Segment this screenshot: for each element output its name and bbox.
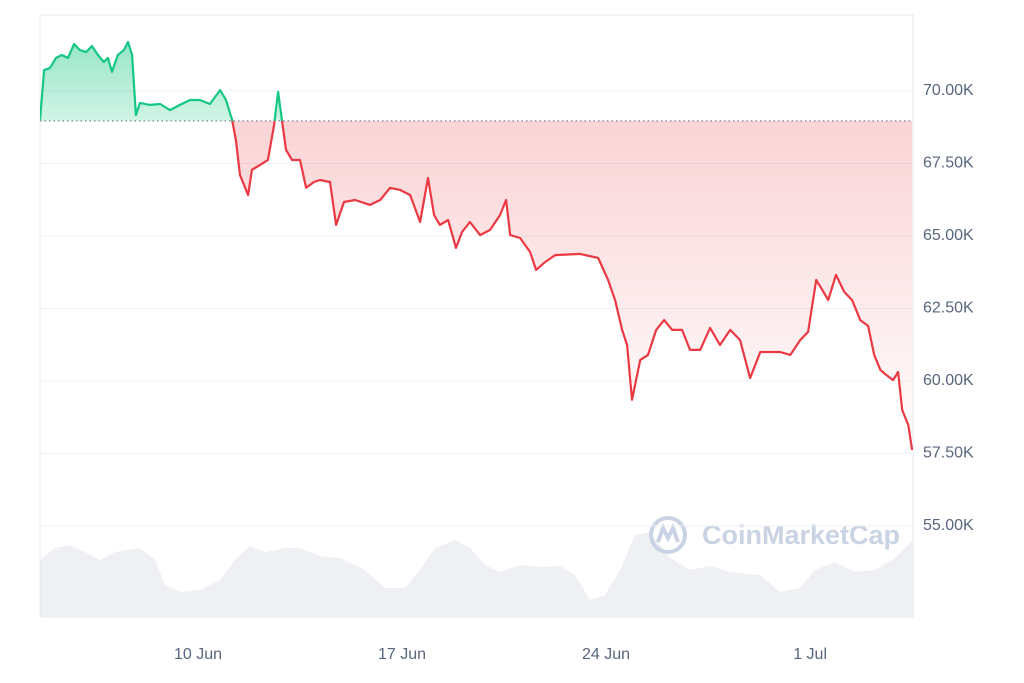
y-tick-label: 60.00K <box>923 372 974 389</box>
y-tick-label: 55.00K <box>923 517 974 534</box>
y-tick-label: 65.00K <box>923 227 974 244</box>
watermark: CoinMarketCap <box>702 520 900 550</box>
price-line-down <box>231 120 914 451</box>
y-tick-label: 70.00K <box>923 82 974 99</box>
x-tick-label: 1 Jul <box>793 646 827 663</box>
area-down <box>232 120 913 450</box>
watermark-logo <box>649 516 687 554</box>
price-line-up <box>40 40 284 121</box>
y-tick-label: 62.50K <box>923 300 974 317</box>
y-tick-label: 57.50K <box>923 445 974 462</box>
y-tick-label: 67.50K <box>923 155 974 172</box>
area-up <box>40 42 913 121</box>
volume-area <box>40 532 913 617</box>
x-tick-label: 24 Jun <box>582 646 630 663</box>
x-tick-label: 17 Jun <box>378 646 426 663</box>
x-tick-label: 10 Jun <box>174 646 222 663</box>
